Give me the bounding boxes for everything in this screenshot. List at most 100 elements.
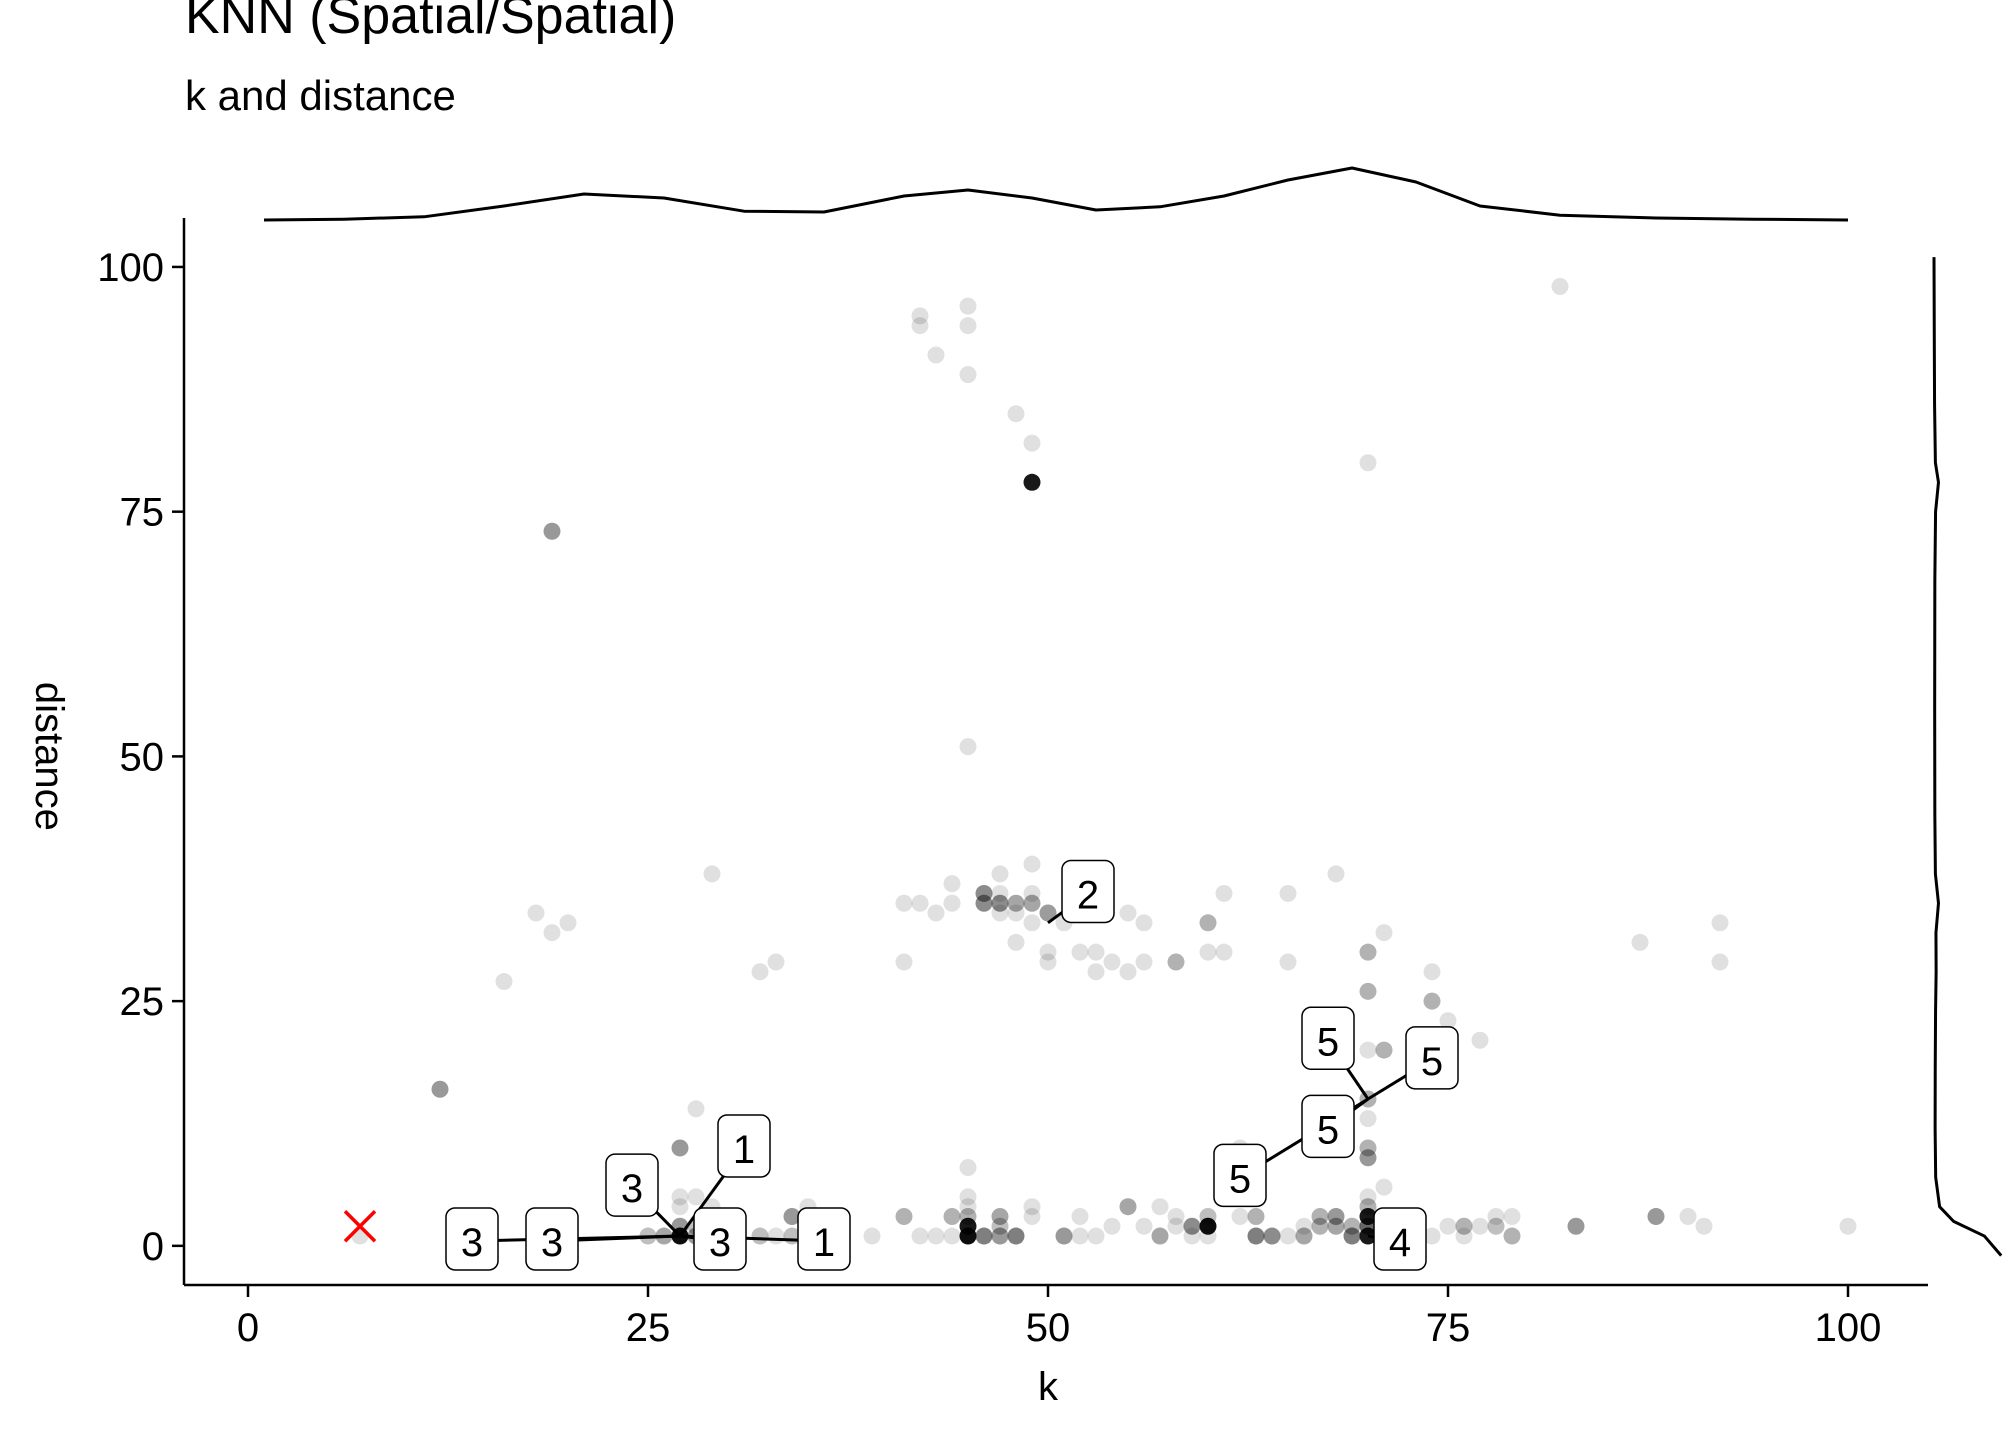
cluster-label: 1 <box>717 1114 771 1178</box>
y-axis-label: distance <box>27 682 71 831</box>
cluster-label-text: 1 <box>733 1128 755 1172</box>
data-point <box>1135 953 1153 971</box>
data-point <box>1199 1207 1217 1225</box>
data-point <box>559 914 577 932</box>
data-point <box>1359 1110 1377 1128</box>
data-point <box>1711 953 1729 971</box>
data-point <box>1023 1207 1041 1225</box>
data-point <box>1327 1207 1345 1225</box>
data-point <box>1631 933 1649 951</box>
cluster-label-text: 3 <box>461 1221 483 1265</box>
data-point <box>1359 1090 1377 1108</box>
data-point <box>959 1159 977 1177</box>
data-point <box>1455 1217 1473 1235</box>
data-point <box>1087 1227 1105 1245</box>
data-point <box>1423 963 1441 981</box>
x-tick-label: 25 <box>626 1306 671 1350</box>
data-point <box>767 953 785 971</box>
data-point <box>783 1207 801 1225</box>
data-point <box>1423 992 1441 1010</box>
data-point <box>1023 473 1041 491</box>
data-point <box>1039 943 1057 961</box>
data-point <box>687 1100 705 1118</box>
data-point <box>1215 943 1233 961</box>
chart-title: KNN (Spatial/Spatial) <box>185 0 677 45</box>
data-point <box>1007 894 1025 912</box>
data-point <box>639 1227 657 1245</box>
x-axis-label: k <box>1038 1365 1059 1409</box>
data-point <box>1199 943 1217 961</box>
data-point <box>1375 924 1393 942</box>
data-point <box>671 1217 689 1235</box>
data-point <box>911 1227 929 1245</box>
cluster-label: 3 <box>525 1207 579 1271</box>
data-point <box>975 884 993 902</box>
data-point <box>1071 943 1089 961</box>
data-point <box>1359 1041 1377 1059</box>
data-point <box>1023 855 1041 873</box>
data-point <box>1023 894 1041 912</box>
data-point <box>1023 884 1041 902</box>
cluster-label: 5 <box>1301 1094 1355 1159</box>
data-point <box>911 307 929 325</box>
data-point <box>1343 1227 1361 1245</box>
data-point <box>1247 1227 1265 1245</box>
data-point <box>527 904 545 922</box>
x-tick-label: 75 <box>1426 1306 1471 1350</box>
data-point <box>991 1217 1009 1235</box>
data-point <box>1103 1217 1121 1235</box>
data-point <box>1359 1149 1377 1167</box>
y-tick-label: 50 <box>120 735 165 779</box>
data-point <box>1135 1217 1153 1235</box>
data-point <box>991 865 1009 883</box>
data-point <box>671 1227 689 1245</box>
cluster-label-text: 3 <box>541 1221 563 1265</box>
data-point <box>895 1207 913 1225</box>
data-point <box>1567 1217 1585 1235</box>
data-point <box>991 904 1009 922</box>
data-point <box>671 1198 689 1216</box>
data-point <box>1231 1207 1249 1225</box>
data-point <box>927 904 945 922</box>
cluster-label-text: 4 <box>1389 1221 1411 1265</box>
data-point <box>1215 884 1233 902</box>
data-point <box>1007 904 1025 922</box>
data-point <box>1375 1041 1393 1059</box>
x-tick-label: 100 <box>1815 1306 1882 1350</box>
data-point <box>1199 1227 1217 1245</box>
data-point <box>1359 1207 1377 1225</box>
data-point <box>943 1207 961 1225</box>
y-tick-label: 0 <box>142 1225 164 1269</box>
data-point <box>1503 1227 1521 1245</box>
data-point <box>1087 943 1105 961</box>
data-point <box>927 346 945 364</box>
cluster-label-text: 5 <box>1229 1157 1251 1201</box>
cluster-label: 1 <box>797 1207 851 1271</box>
data-point <box>751 963 769 981</box>
data-point <box>1359 1139 1377 1157</box>
data-point <box>1007 933 1025 951</box>
cluster-label-text: 3 <box>709 1221 731 1265</box>
data-point <box>1263 1227 1281 1245</box>
cluster-label-text: 3 <box>621 1167 643 1211</box>
data-point <box>943 875 961 893</box>
data-point <box>1295 1227 1313 1245</box>
x-tick-label: 0 <box>237 1306 259 1350</box>
data-point <box>1647 1207 1665 1225</box>
data-point <box>1359 943 1377 961</box>
data-point <box>943 894 961 912</box>
data-point <box>1359 982 1377 1000</box>
data-point <box>1071 1207 1089 1225</box>
data-point <box>1311 1217 1329 1235</box>
data-point <box>1551 278 1569 296</box>
data-point <box>1071 1227 1089 1245</box>
data-point <box>1503 1207 1521 1225</box>
data-point <box>431 1080 449 1098</box>
data-point <box>1359 1188 1377 1206</box>
data-point <box>1471 1217 1489 1235</box>
data-point <box>1327 1217 1345 1235</box>
data-point <box>911 894 929 912</box>
data-point <box>959 1188 977 1206</box>
data-point <box>863 1227 881 1245</box>
cluster-label: 5 <box>1301 1006 1355 1071</box>
